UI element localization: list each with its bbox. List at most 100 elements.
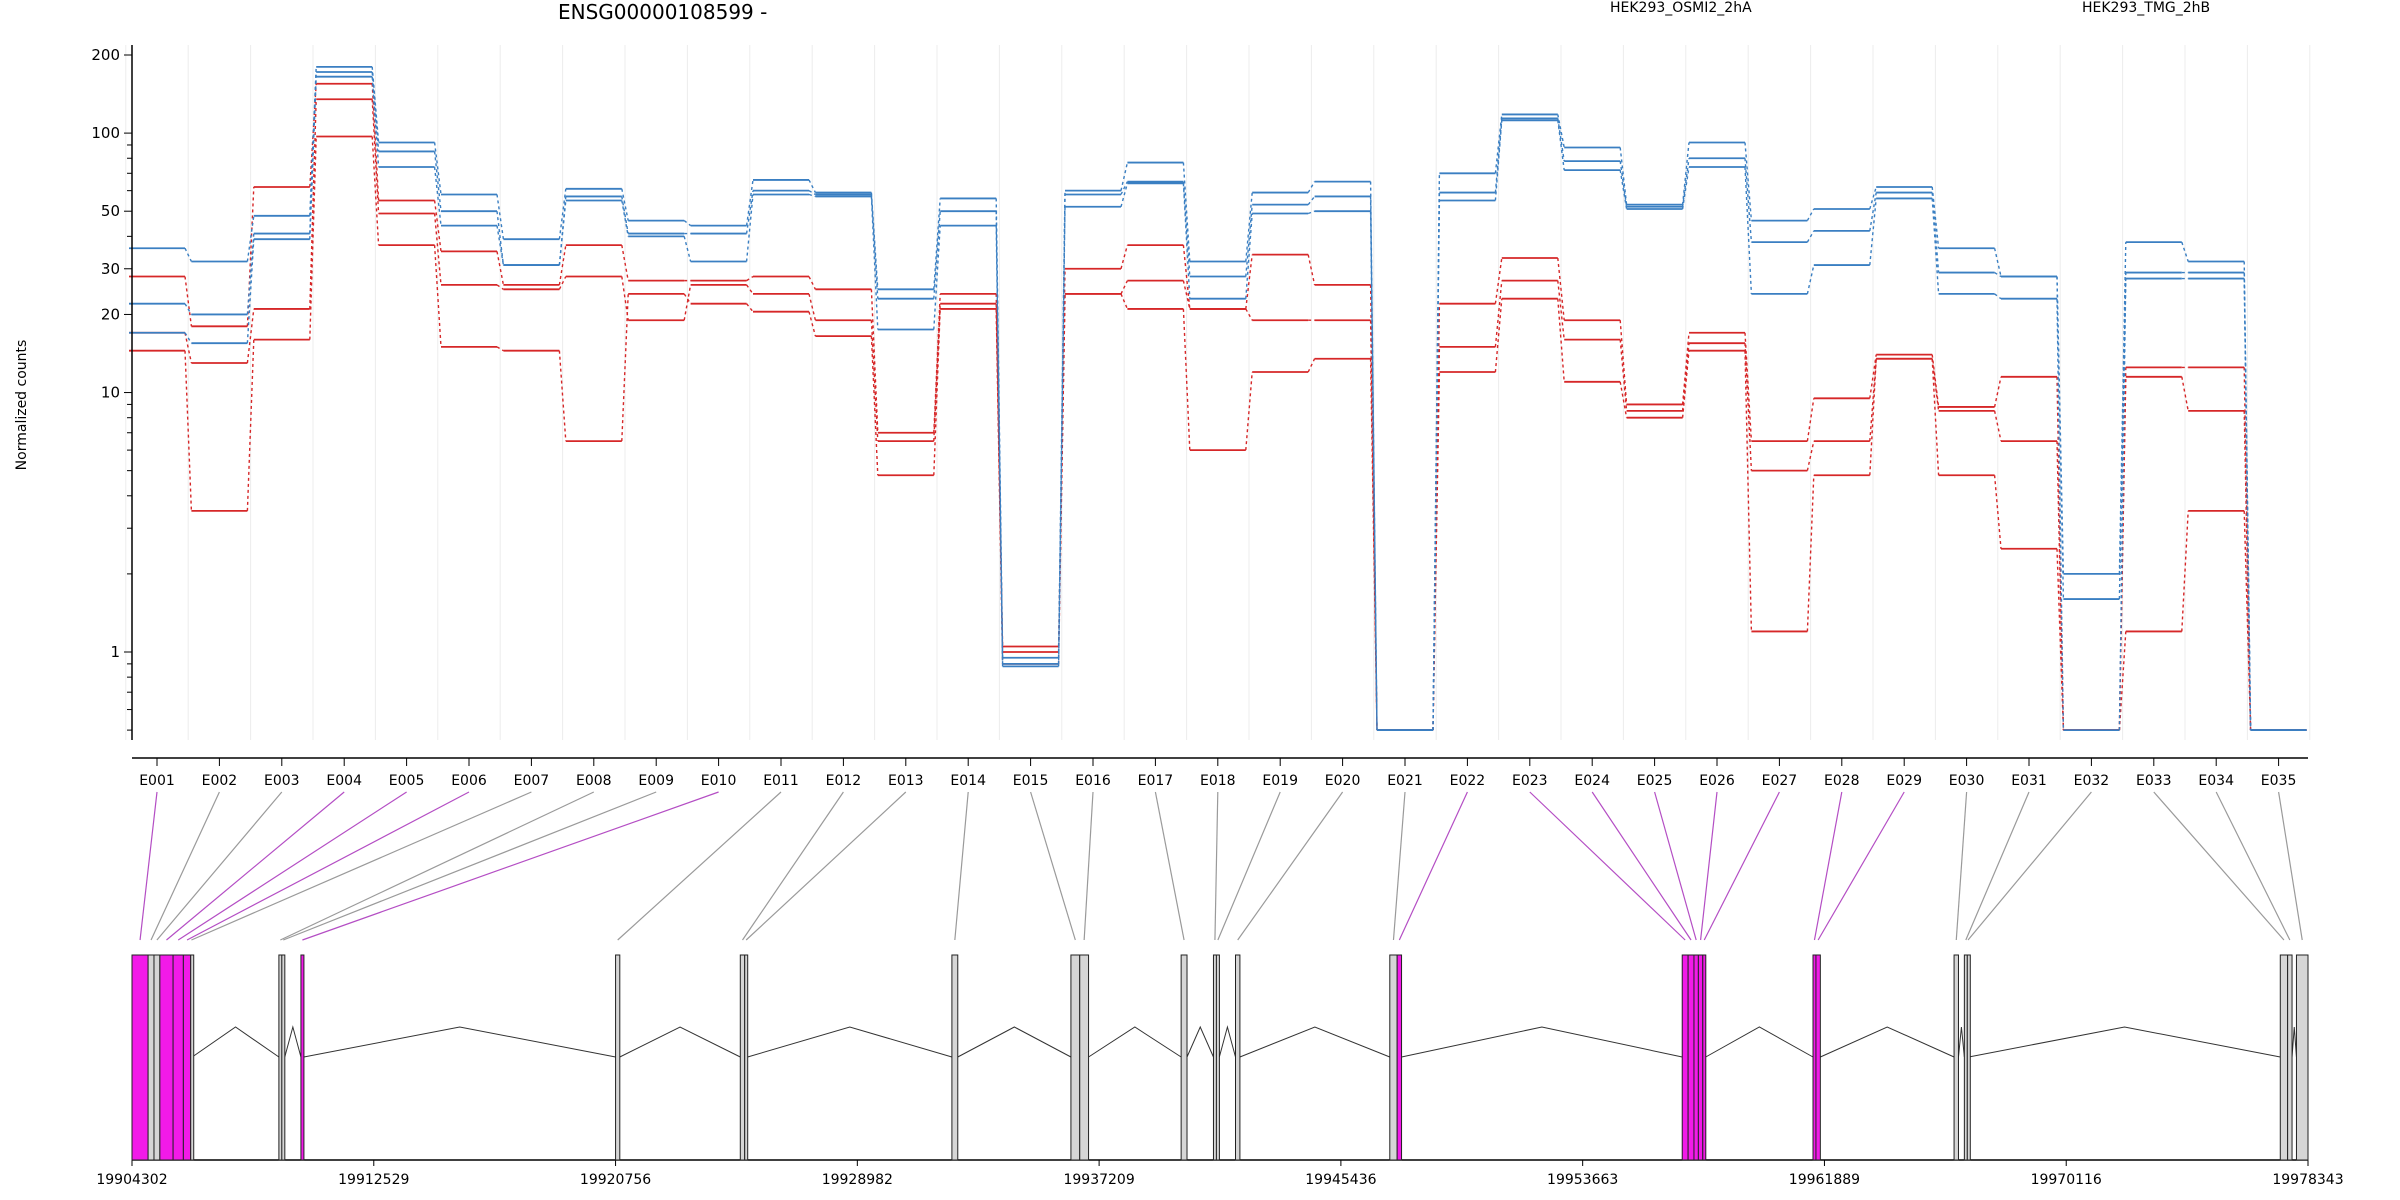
x-tick-label: E033 <box>2136 773 2172 789</box>
series-connector <box>1369 358 1378 731</box>
series-connector <box>933 225 941 330</box>
intron-line <box>2291 1026 2297 1058</box>
connector-line <box>1214 791 1219 941</box>
series-connector <box>246 339 255 511</box>
series-connector <box>933 303 941 442</box>
series-connector <box>1869 198 1877 266</box>
connector-line <box>150 791 220 941</box>
series-connector <box>246 215 255 262</box>
exon-box <box>1070 954 1081 1161</box>
series-connector <box>1994 293 2002 300</box>
series-connector <box>746 275 754 282</box>
connector-line <box>156 791 283 941</box>
series-connector <box>1245 204 1253 277</box>
series-connector <box>1120 293 1129 310</box>
y-tick-label: 10 <box>101 384 120 402</box>
intron-line <box>1088 1026 1182 1058</box>
series-connector <box>309 99 317 309</box>
x-tick-label: E011 <box>763 773 799 789</box>
intron-line <box>619 1026 741 1058</box>
series-connector <box>1557 120 1565 171</box>
connector-line <box>283 791 657 941</box>
exon-box <box>131 954 149 1161</box>
series-connector <box>808 179 817 193</box>
intron-line <box>191 1026 280 1058</box>
x-tick-label: E018 <box>1200 773 1236 789</box>
series-connector <box>1182 183 1191 299</box>
series-connector <box>184 350 193 511</box>
series-connector <box>1494 280 1503 347</box>
exon-box <box>1815 954 1821 1161</box>
series-connector <box>1245 308 1253 321</box>
series-connector <box>1619 320 1628 405</box>
series-connector <box>621 293 629 442</box>
series-connector <box>1557 257 1565 321</box>
exon-box <box>2287 954 2293 1161</box>
series-connector <box>808 276 817 290</box>
series-connector <box>1681 158 1690 207</box>
exon-box <box>281 954 286 1161</box>
series-1 <box>129 82 2307 732</box>
connector-line <box>1237 791 1344 941</box>
exon-box <box>951 954 959 1161</box>
series-connector <box>1993 475 2002 549</box>
x-tick-label: E029 <box>1886 773 1922 789</box>
series-connector <box>2056 548 2065 731</box>
series-connector <box>933 293 941 433</box>
x-tick-label: E025 <box>1637 773 1673 789</box>
series-connector <box>1619 170 1628 210</box>
x-tick-label: E015 <box>1013 773 1049 789</box>
series-connector <box>2181 510 2189 632</box>
legend-osmi: HEK293_OSMI2_2hA <box>1610 0 1752 16</box>
series-connector <box>1619 161 1628 207</box>
x-tick-label: E017 <box>1138 773 1174 789</box>
series-connector <box>1744 350 1753 632</box>
exon-box <box>1687 954 1695 1161</box>
series-connector <box>745 194 754 262</box>
series-connector <box>1806 230 1815 243</box>
x-tick-label: E022 <box>1450 773 1486 789</box>
series-connector <box>1369 211 1378 731</box>
series-connector <box>683 220 692 227</box>
series-connector <box>1806 475 1815 632</box>
exon-box <box>153 954 161 1161</box>
series-connector <box>808 293 817 321</box>
series-connector <box>808 190 816 196</box>
series-connector <box>1182 280 1191 310</box>
connector-line <box>2278 791 2303 941</box>
series-connector <box>1931 358 1940 476</box>
x-tick-label: E006 <box>451 773 487 789</box>
x-tick-label: E027 <box>1762 773 1798 789</box>
genomic-tick-label: 19912529 <box>338 1172 409 1188</box>
series-connector <box>1869 354 1877 399</box>
x-tick-label: E007 <box>514 773 550 789</box>
axes: 200 100 50 30 20 10 1 E001 E002 E003 E004 E005 E006 E… <box>91 45 2308 789</box>
series-connector <box>1120 183 1129 207</box>
series-connector <box>1931 186 1940 249</box>
series-connector <box>1245 371 1253 451</box>
x-tick-label: E013 <box>888 773 924 789</box>
intron-line <box>1820 1026 1955 1058</box>
series-connector <box>371 136 380 246</box>
connector-line <box>1955 791 1968 941</box>
intron-line <box>747 1026 953 1058</box>
series-connector <box>745 179 754 226</box>
connector-line <box>2215 791 2291 941</box>
exon-box <box>615 954 621 1161</box>
series-connector <box>184 247 193 262</box>
series-connector <box>933 308 941 476</box>
series-connector <box>496 346 504 352</box>
exon-box <box>182 954 192 1161</box>
connector-line <box>1529 791 1686 941</box>
y-tick-label: 50 <box>101 202 120 220</box>
intron-line <box>957 1026 1072 1058</box>
connector-line <box>1154 791 1185 941</box>
series-connector <box>1494 298 1503 373</box>
series-connector <box>1182 162 1191 262</box>
x-tick-label: E003 <box>264 773 300 789</box>
series-connector <box>1120 280 1129 295</box>
series-connector <box>1806 440 1815 471</box>
gene-model: 19904302 19912529 19920756 19928982 19937209… <box>96 954 2344 1188</box>
series-connector <box>246 186 255 327</box>
x-tick-label: E001 <box>139 773 175 789</box>
